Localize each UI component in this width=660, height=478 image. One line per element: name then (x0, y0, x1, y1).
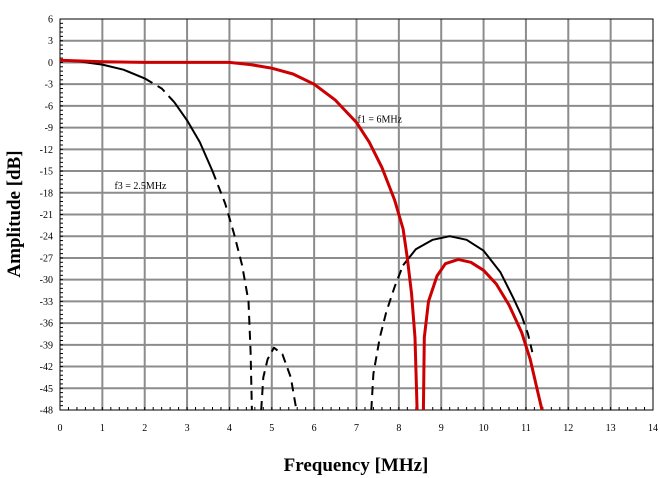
x-tick-label: 3 (185, 423, 190, 434)
x-axis-title: Frequency [MHz] (284, 455, 429, 476)
x-tick-label: 13 (606, 423, 616, 434)
annotation-label: f3 = 2.5MHz (114, 181, 167, 192)
y-tick-label: -27 (40, 253, 53, 264)
x-tick-label: 5 (269, 423, 274, 434)
x-tick-label: 11 (521, 423, 531, 434)
x-tick-labels: 0 1 2 3 4 5 6 7 8 9 10 11 12 13 14 (58, 423, 659, 434)
y-tick-label: -45 (40, 384, 53, 395)
f3-response-line (402, 235, 523, 317)
y-tick-label: -24 (40, 232, 53, 243)
x-tick-label: 9 (439, 423, 444, 434)
series-layer (59, 58, 544, 411)
y-tick-label: -33 (40, 297, 53, 308)
x-tick-label: 14 (648, 423, 658, 434)
f3-response-line (211, 170, 253, 411)
x-tick-label: 12 (563, 423, 573, 434)
annotations: f1 = 6MHz f3 = 2.5MHz (114, 115, 402, 193)
x-tick-label: 0 (58, 423, 63, 434)
y-tick-label: -6 (45, 101, 53, 112)
y-axis-title: Amplitude [dB] (4, 150, 25, 277)
y-tick-label: -39 (40, 340, 53, 351)
x-tick-label: 7 (354, 423, 359, 434)
y-tick-label: 6 (48, 15, 53, 26)
y-tick-label: -30 (40, 275, 53, 286)
x-tick-label: 10 (479, 423, 489, 434)
x-tick-label: 4 (227, 423, 232, 434)
x-tick-label: 1 (100, 423, 105, 434)
x-tick-label: 6 (312, 423, 317, 434)
x-tick-label: 2 (142, 423, 147, 434)
y-tick-label: 3 (48, 36, 53, 47)
f3-response-line (520, 315, 534, 353)
x-tick-label: 8 (396, 423, 401, 434)
y-tick-labels: 6 3 0 -3 -6 -9 -12 -15 -18 -21 -24 -27 -30 -33 -36 -39 -… (40, 15, 53, 417)
y-tick-label: 0 (48, 58, 53, 69)
f1-response-line (421, 257, 544, 411)
f3-response-line (173, 101, 214, 172)
f3-response-line (370, 264, 405, 411)
y-tick-label: -12 (40, 145, 53, 156)
f3-response-line (144, 77, 176, 103)
annotation-label: f1 = 6MHz (358, 115, 403, 126)
y-tick-label: -36 (40, 319, 53, 330)
y-tick-label: -21 (40, 210, 53, 221)
y-tick-label: -9 (45, 123, 53, 134)
y-tick-label: -48 (40, 406, 53, 417)
y-tick-label: -3 (45, 80, 53, 91)
f3-response-line (260, 346, 298, 411)
y-tick-label: -15 (40, 167, 53, 178)
y-tick-label: -42 (40, 362, 53, 373)
plot-frame (59, 18, 654, 411)
f1-response-line (59, 58, 419, 411)
y-tick-label: -18 (40, 188, 53, 199)
